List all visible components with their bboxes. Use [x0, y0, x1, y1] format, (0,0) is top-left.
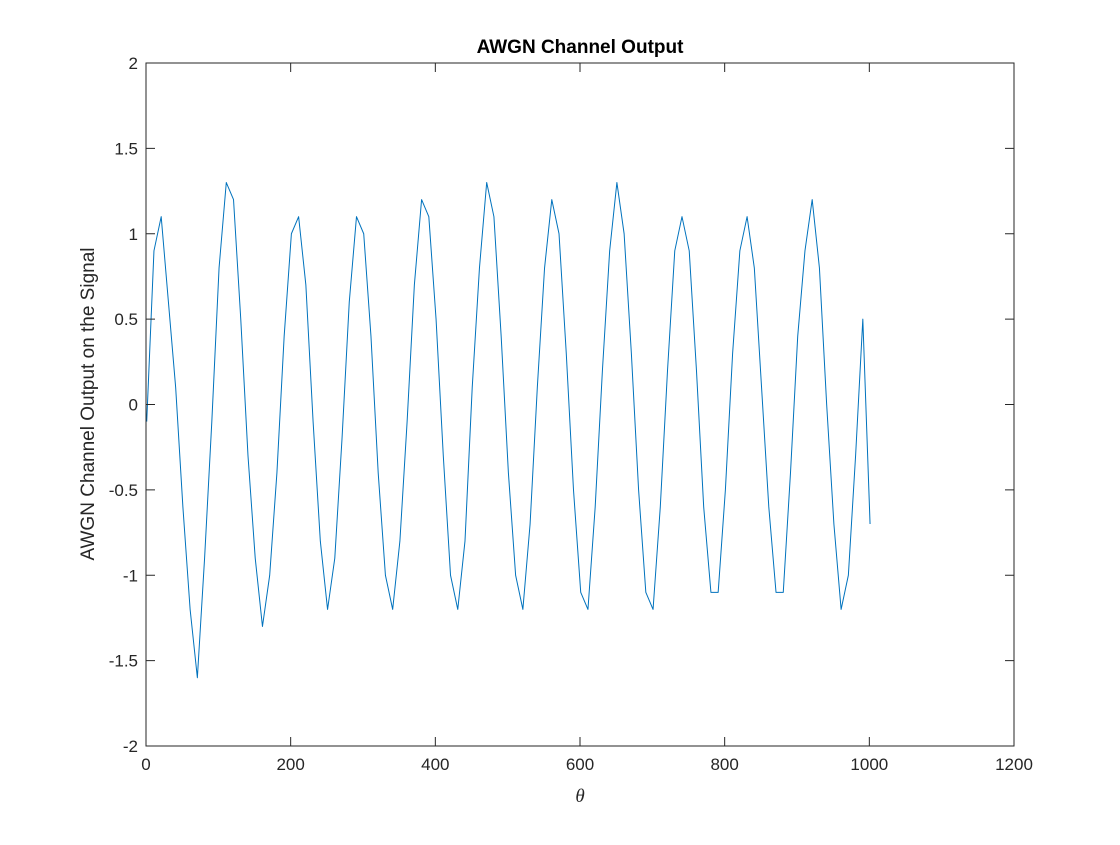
- x-axis-label: θ: [575, 786, 584, 807]
- x-tick-label: 800: [710, 755, 738, 774]
- series-line: [146, 182, 871, 679]
- x-tick-label: 1200: [995, 755, 1033, 774]
- x-tick-label: 1000: [850, 755, 888, 774]
- chart-title: AWGN Channel Output: [477, 37, 685, 58]
- x-tick-label: 0: [141, 755, 150, 774]
- y-tick-label: 0.5: [114, 310, 138, 329]
- y-tick-label: 1: [129, 225, 138, 244]
- y-tick-label: -2: [123, 737, 138, 756]
- y-tick-label: 1.5: [114, 139, 138, 158]
- x-tick-label: 600: [566, 755, 594, 774]
- y-tick-label: 2: [129, 54, 138, 73]
- axes-background: [146, 63, 1014, 746]
- y-tick-label: -0.5: [109, 481, 138, 500]
- y-axis-label: AWGN Channel Output on the Signal: [78, 248, 99, 561]
- axes-box: [145, 62, 1015, 747]
- x-tick-label: 400: [421, 755, 449, 774]
- y-tick-label: -1: [123, 566, 138, 585]
- y-tick-label: -1.5: [109, 652, 138, 671]
- y-tick-label: 0: [129, 396, 138, 415]
- x-tick-label: 200: [276, 755, 304, 774]
- series-layer: [146, 182, 871, 679]
